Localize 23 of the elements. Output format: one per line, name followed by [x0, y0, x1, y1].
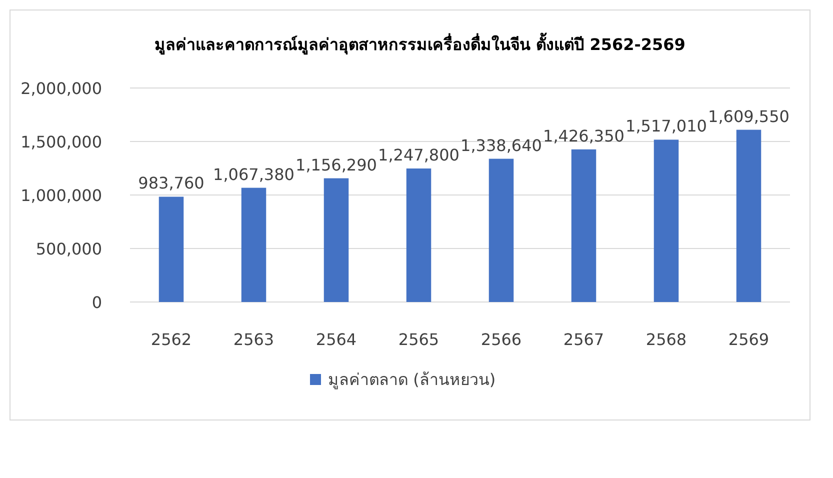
- legend-label: มูลค่าตลาด (ล้านหยวน): [328, 370, 496, 389]
- data-label: 1,517,010: [626, 116, 707, 136]
- xtick: 2569: [728, 330, 770, 349]
- ytick: 2,000,000: [20, 79, 102, 98]
- title: มูลค่าและคาดการณ์มูลค่าอุตสาหกรรมเครื่องดื่มในจีน ตั้งแต่ปี 2562-2569: [154, 35, 686, 54]
- xtick: 2564: [316, 330, 357, 349]
- data-label: 1,067,380: [213, 164, 294, 184]
- data-label: 1,426,350: [543, 126, 624, 146]
- ytick: 1,000,000: [20, 186, 102, 205]
- ytick: 0: [92, 293, 102, 312]
- data-label: 1,156,290: [296, 155, 377, 174]
- data-label: 1,247,800: [378, 145, 460, 164]
- data-label: 983,760: [138, 174, 204, 193]
- xtick: 2562: [150, 330, 192, 349]
- xtick: 2568: [646, 330, 687, 349]
- xtick: 2563: [233, 330, 274, 349]
- data-label: 1,609,550: [708, 106, 790, 126]
- xtick: 2566: [480, 330, 522, 349]
- ytick: 1,500,000: [20, 132, 102, 152]
- xtick: 2567: [563, 330, 604, 349]
- xtick: 2565: [398, 330, 440, 349]
- data-label: 1,338,640: [460, 136, 542, 155]
- ytick: 500,000: [36, 240, 102, 258]
